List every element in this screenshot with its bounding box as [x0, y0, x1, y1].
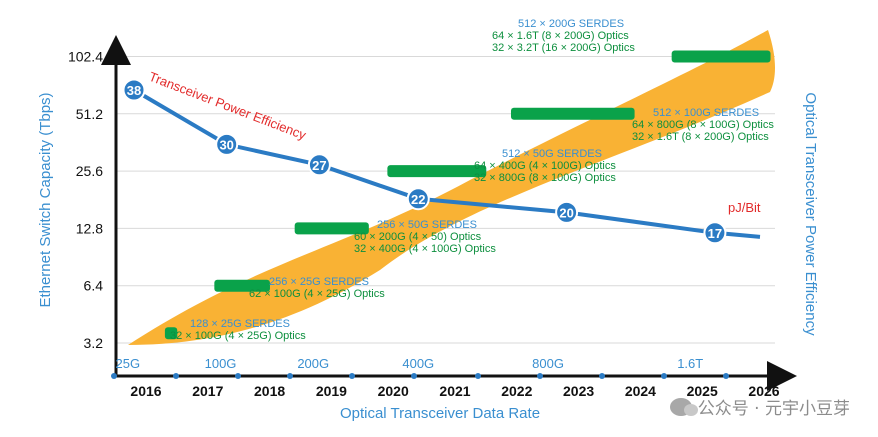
y-tick-label: 25.6	[76, 163, 103, 179]
optics-label: 32 × 800G (8 × 100G) Optics	[474, 172, 616, 184]
x-tick-label: 2019	[316, 383, 347, 399]
x-tick-dot	[349, 373, 355, 379]
x-tick-label: 2025	[687, 383, 718, 399]
x-tick-dot	[173, 373, 179, 379]
power-point	[555, 200, 579, 224]
optics-label: 62 × 100G (4 × 25G) Optics	[249, 288, 385, 300]
x-tick-label: 2021	[439, 383, 470, 399]
x-tick-dot	[287, 373, 293, 379]
power-point-label: 20	[559, 205, 573, 220]
y-axis-title: Ethernet Switch Capacity (Tbps)	[37, 92, 54, 307]
capacity-bar	[510, 107, 635, 120]
y-tick-labels: 3.2 6.4 12.8 25.6 51.2 102.4	[68, 49, 103, 352]
y-tick-label: 3.2	[84, 335, 104, 351]
power-point-label: 38	[127, 83, 141, 98]
serdes-label: 512 × 200G SERDES	[518, 18, 624, 30]
y-tick-label: 51.2	[76, 106, 103, 122]
x-tick-dot	[661, 373, 667, 379]
power-point-label: 30	[219, 137, 233, 152]
wechat-icon	[669, 397, 698, 416]
x-tick-label: 2020	[378, 383, 409, 399]
x-axis-title: Optical Transceiver Data Rate	[340, 405, 540, 422]
x-tick-labels: 2016 2017 2018 2019 2020 2021 2022 2023 2024 2025…	[111, 373, 780, 399]
capacity-bar	[387, 165, 487, 178]
optics-label: 32 × 100G (4 × 25G) Optics	[170, 330, 306, 342]
power-point	[406, 187, 430, 211]
x-tick-dot	[235, 373, 241, 379]
x-tick-label: 2024	[625, 383, 656, 399]
power-point-label: 17	[708, 226, 722, 241]
optics-label: 32 × 3.2T (16 × 200G) Optics	[492, 42, 635, 54]
capacity-bar	[164, 327, 178, 340]
data-rate-label: 25G	[116, 356, 141, 371]
watermark: 公众号 · 元宇小豆芽	[669, 394, 850, 419]
watermark-text: 公众号 · 元宇小豆芽	[697, 399, 850, 419]
data-rate-label: 100G	[205, 356, 237, 371]
optics-label: 64 × 400G (4 × 100G) Optics	[474, 160, 616, 172]
y2-axis-title: Optical Transceiver Power Efficiency	[802, 92, 819, 336]
power-point	[215, 132, 239, 156]
serdes-label: 128 × 25G SERDES	[190, 318, 290, 330]
power-point-label: 27	[312, 158, 326, 173]
power-unit-label: pJ/Bit	[728, 200, 761, 215]
y-tick-label: 6.4	[84, 278, 104, 294]
x-tick-dot	[411, 373, 417, 379]
power-point	[122, 78, 146, 102]
serdes-label: 256 × 50G SERDES	[377, 219, 477, 231]
capacity-bar	[214, 279, 270, 292]
x-tick-label: 2016	[130, 383, 161, 399]
y-tick-label: 12.8	[76, 220, 103, 236]
x-tick-dot	[537, 373, 543, 379]
x-tick-label: 2017	[192, 383, 223, 399]
optics-label: 60 × 200G (4 × 50) Optics	[354, 231, 482, 243]
x-tick-dot	[599, 373, 605, 379]
serdes-label: 512 × 50G SERDES	[502, 148, 602, 160]
data-rate-label: 1.6T	[677, 356, 703, 371]
power-point-label: 22	[411, 192, 425, 207]
data-rate-label: 400G	[402, 356, 434, 371]
x-tick-label: 2018	[254, 383, 285, 399]
axes	[101, 35, 797, 391]
x-tick-dot	[723, 373, 729, 379]
x-tick-dot	[111, 373, 117, 379]
optics-label: 64 × 800G (8 × 100G) Optics	[632, 119, 774, 131]
optics-label: 32 × 1.6T (8 × 200G) Optics	[632, 131, 769, 143]
capacity-bar	[294, 222, 369, 235]
power-efficiency-points: 38 30 27 22 20 17	[122, 78, 727, 245]
capacity-bars	[164, 50, 771, 340]
optics-label: 64 × 1.6T (8 × 200G) Optics	[492, 30, 629, 42]
serdes-label: 256 × 25G SERDES	[269, 276, 369, 288]
x-tick-label: 2023	[563, 383, 594, 399]
x-tick-label: 2022	[501, 383, 532, 399]
power-point	[703, 221, 727, 245]
capacity-bar	[671, 50, 771, 63]
serdes-label: 512 × 100G SERDES	[653, 107, 759, 119]
optics-label: 32 × 400G (4 × 100G) Optics	[354, 243, 496, 255]
data-rate-label: 200G	[297, 356, 329, 371]
x-tick-label: 2026	[748, 383, 779, 399]
data-rate-label: 800G	[532, 356, 564, 371]
power-series-label: Transceiver Power Efficiency	[147, 69, 309, 143]
data-rate-labels: 25G 100G 200G 400G 800G 1.6T	[116, 356, 704, 371]
y-tick-label: 102.4	[68, 49, 103, 65]
x-tick-dot	[475, 373, 481, 379]
capacity-trend-band	[128, 30, 775, 345]
power-point	[307, 153, 331, 177]
